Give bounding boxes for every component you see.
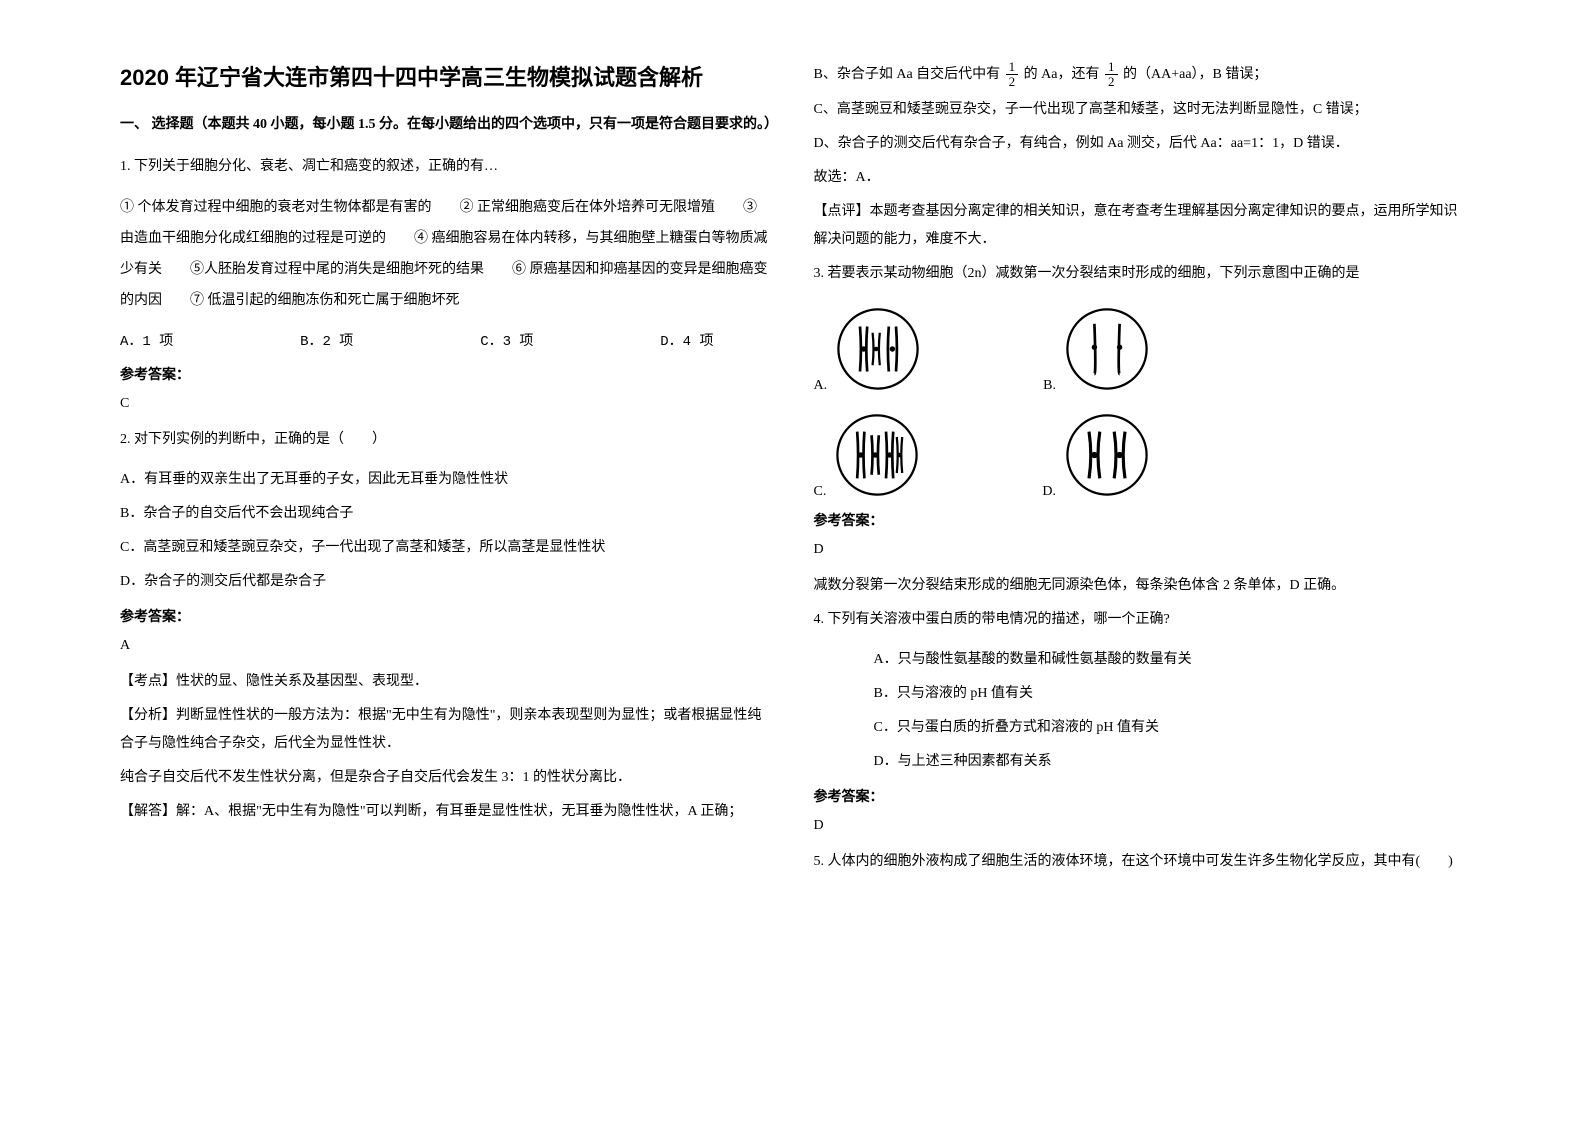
q4-answer-label: 参考答案： <box>814 786 1468 806</box>
q2-jiedaC: C、高茎豌豆和矮茎豌豆杂交，子一代出现了高茎和矮茎，这时无法判断显隐性，C 错误… <box>814 96 1468 124</box>
q4-stem: 4. 下列有关溶液中蛋白质的带电情况的描述，哪一个正确? <box>814 606 1468 634</box>
q3-diagram-C: C. <box>814 410 923 500</box>
q3-row1: A. B. <box>814 304 1468 394</box>
q1-answer-label: 参考答案： <box>120 364 774 384</box>
q1-body: ① 个体发育过程中细胞的衰老对生物体都是有害的 ② 正常细胞癌变后在体外培养可无… <box>120 193 774 316</box>
q3-labelB: B. <box>1043 378 1056 394</box>
q1-optC: C．3 项 <box>480 330 533 350</box>
q3-row2: C. D. <box>814 410 1468 500</box>
q2-kaodian: 【考点】性状的显、隐性关系及基因型、表现型． <box>120 668 774 696</box>
q1-answer: C <box>120 396 774 412</box>
q2-jieda: 【解答】解：A、根据"无中生有为隐性"可以判断，有耳垂是显性性状，无耳垂为隐性性… <box>120 798 774 826</box>
q1-stem: 1. 下列关于细胞分化、衰老、凋亡和癌变的叙述，正确的有… <box>120 153 774 181</box>
section-header: 一、 选择题（本题共 40 小题，每小题 1.5 分。在每小题给出的四个选项中，… <box>120 112 774 137</box>
q2-optD: D．杂合子的测交后代都是杂合子 <box>120 568 774 596</box>
q3-labelC: C. <box>814 484 827 500</box>
q2-fenxi2: 纯合子自交后代不发生性状分离，但是杂合子自交后代会发生 3：1 的性状分离比． <box>120 764 774 792</box>
q2-optC: C．高茎豌豆和矮茎豌豆杂交，子一代出现了高茎和矮茎，所以高茎是显性性状 <box>120 534 774 562</box>
page-title: 2020 年辽宁省大连市第四十四中学高三生物模拟试题含解析 <box>120 60 774 92</box>
q3-explain: 减数分裂第一次分裂结束形成的细胞无同源染色体，每条染色体含 2 条单体，D 正确… <box>814 572 1468 600</box>
q3-diagram-D: D. <box>1042 410 1152 500</box>
q1-optB: B．2 项 <box>300 330 353 350</box>
q3-answer: D <box>814 542 1468 558</box>
cell-diagram-B-icon <box>1062 304 1152 394</box>
q2-jiedaB-pre: B、杂合子如 Aa 自交后代中有 <box>814 67 1001 82</box>
q2-dianping: 【点评】本题考查基因分离定律的相关知识，意在考查考生理解基因分离定律知识的要点，… <box>814 198 1468 254</box>
q1-optD: D．4 项 <box>660 330 713 350</box>
q3-labelA: A. <box>814 378 828 394</box>
q2-optA: A．有耳垂的双亲生出了无耳垂的子女，因此无耳垂为隐性性状 <box>120 466 774 494</box>
q2-optB: B．杂合子的自交后代不会出现纯合子 <box>120 500 774 528</box>
cell-diagram-A-icon <box>833 304 923 394</box>
q2-fenxi: 【分析】判断显性性状的一般方法为：根据"无中生有为隐性"，则亲本表现型则为显性；… <box>120 702 774 758</box>
q2-guxuan: 故选：A． <box>814 164 1468 192</box>
q2-jiedaB: B、杂合子如 Aa 自交后代中有 12 的 Aa，还有 12 的（AA+aa），… <box>814 60 1468 90</box>
q3-diagram-B: B. <box>1043 304 1152 394</box>
q4-optB: B．只与溶液的 pH 值有关 <box>814 680 1468 708</box>
q3-diagram-A: A. <box>814 304 924 394</box>
q4-optA: A．只与酸性氨基酸的数量和碱性氨基酸的数量有关 <box>814 646 1468 674</box>
q2-answer: A <box>120 638 774 654</box>
q4-optD: D．与上述三种因素都有关系 <box>814 748 1468 776</box>
q3-labelD: D. <box>1042 484 1056 500</box>
q4-optC: C．只与蛋白质的折叠方式和溶液的 pH 值有关 <box>814 714 1468 742</box>
cell-diagram-D-icon <box>1062 410 1152 500</box>
q5-stem: 5. 人体内的细胞外液构成了细胞生活的液体环境，在这个环境中可发生许多生物化学反… <box>814 848 1468 876</box>
q2-answer-label: 参考答案： <box>120 606 774 626</box>
q2-jiedaB-post: 的（AA+aa），B 错误； <box>1123 67 1267 82</box>
q3-stem: 3. 若要表示某动物细胞（2n）减数第一次分裂结束时形成的细胞，下列示意图中正确… <box>814 260 1468 288</box>
q1-optA: A．1 项 <box>120 330 173 350</box>
q4-answer: D <box>814 818 1468 834</box>
q2-jiedaD: D、杂合子的测交后代有杂合子，有纯合，例如 Aa 测交，后代 Aa：aa=1：1… <box>814 130 1468 158</box>
left-column: 2020 年辽宁省大连市第四十四中学高三生物模拟试题含解析 一、 选择题（本题共… <box>100 60 794 1082</box>
q2-jiedaB-mid: 的 Aa，还有 <box>1024 67 1100 82</box>
q1-options: A．1 项 B．2 项 C．3 项 D．4 项 <box>120 330 774 350</box>
fraction-half-1: 12 <box>1006 60 1019 90</box>
q3-answer-label: 参考答案： <box>814 510 1468 530</box>
cell-diagram-C-icon <box>832 410 922 500</box>
q2-stem: 2. 对下列实例的判断中，正确的是（ ） <box>120 426 774 454</box>
fraction-half-2: 12 <box>1105 60 1118 90</box>
right-column: B、杂合子如 Aa 自交后代中有 12 的 Aa，还有 12 的（AA+aa），… <box>794 60 1488 1082</box>
